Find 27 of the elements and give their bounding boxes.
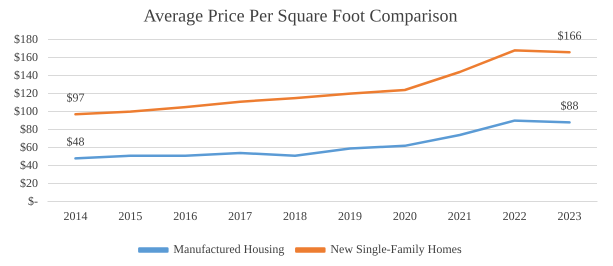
x-tick-label: 2016 (173, 208, 198, 223)
legend-label: Manufactured Housing (173, 242, 284, 256)
y-tick-label: $100 (14, 104, 38, 118)
y-tick-label: $20 (20, 176, 38, 190)
y-tick-label: $180 (14, 32, 38, 46)
x-tick-label: 2018 (283, 208, 308, 223)
x-tick-label: 2021 (448, 208, 472, 223)
x-tick-label: 2022 (502, 208, 527, 223)
data-label: $88 (560, 98, 579, 113)
x-tick-label: 2014 (63, 208, 88, 223)
x-tick-label: 2020 (392, 208, 417, 223)
y-tick-label: $60 (20, 140, 38, 154)
legend-label: New Single-Family Homes (330, 242, 462, 256)
y-tick-label: $120 (14, 86, 38, 100)
y-tick-label: $140 (14, 68, 38, 82)
y-tick-label: $40 (20, 158, 38, 172)
data-label: $166 (558, 28, 582, 42)
y-tick-label: $- (28, 194, 38, 208)
x-tick-label: 2017 (228, 208, 252, 223)
data-label: $97 (66, 90, 84, 104)
y-tick-label: $80 (20, 122, 38, 136)
x-tick-label: 2015 (118, 208, 142, 223)
y-tick-label: $160 (14, 50, 38, 64)
data-label: $48 (66, 134, 84, 149)
x-tick-label: 2023 (558, 208, 582, 223)
x-tick-label: 2019 (338, 208, 362, 223)
chart-title: Average Price Per Square Foot Comparison (143, 6, 458, 26)
